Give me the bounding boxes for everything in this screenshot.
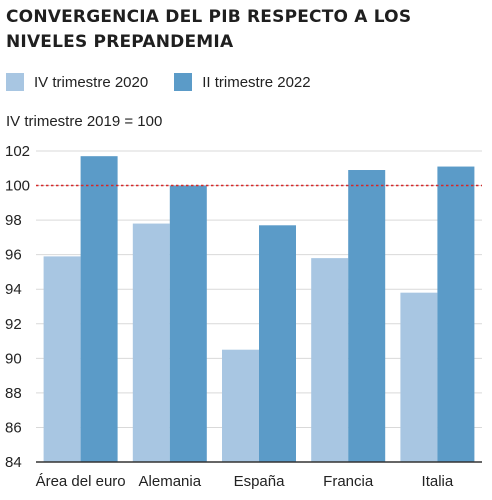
y-tick-label-100: 100 xyxy=(5,178,30,195)
bar-series-1-1 xyxy=(132,223,170,462)
y-tick-label-86: 86 xyxy=(5,419,22,436)
legend-label-series-2: II trimestre 2022 xyxy=(202,73,311,91)
y-tick-label-88: 88 xyxy=(5,385,22,402)
bar-series-2-0 xyxy=(80,156,118,462)
legend: IV trimestre 2020 II trimestre 2022 xyxy=(6,72,337,92)
legend-label-series-1: IV trimestre 2020 xyxy=(34,73,149,91)
bar-series-2-2 xyxy=(259,225,296,462)
legend-swatch-series-1 xyxy=(6,73,24,91)
y-tick-label-92: 92 xyxy=(5,316,22,333)
chart-subtitle: IV trimestre 2019 = 100 xyxy=(6,113,163,130)
bar-series-2-3 xyxy=(348,170,386,462)
y-tick-label-84: 84 xyxy=(5,454,22,471)
x-tick-label-1: Alemania xyxy=(139,473,202,490)
y-tick-label-102: 102 xyxy=(5,143,30,160)
x-tick-label-4: Italia xyxy=(422,473,454,490)
bar-series-1-4 xyxy=(400,292,438,462)
legend-item-series-1: IV trimestre 2020 xyxy=(6,73,148,91)
x-tick-label-2: España xyxy=(234,473,286,490)
chart-title: CONVERGENCIA DEL PIB RESPECTO A LOS NIVE… xyxy=(6,7,412,52)
bar-series-1-0 xyxy=(43,256,81,462)
bar-series-1-3 xyxy=(311,258,349,462)
legend-item-series-2: II trimestre 2022 xyxy=(174,73,311,91)
bar-series-2-1 xyxy=(169,185,207,463)
y-tick-label-90: 90 xyxy=(5,350,22,367)
legend-swatch-series-2 xyxy=(174,73,193,91)
x-tick-label-3: Francia xyxy=(323,473,374,490)
x-tick-label-0: Área del euro xyxy=(36,473,126,490)
y-tick-label-94: 94 xyxy=(5,281,22,298)
bar-series-2-4 xyxy=(437,166,475,463)
bar-series-1-2 xyxy=(222,349,259,462)
y-tick-label-98: 98 xyxy=(5,212,22,229)
y-tick-label-96: 96 xyxy=(5,247,22,264)
